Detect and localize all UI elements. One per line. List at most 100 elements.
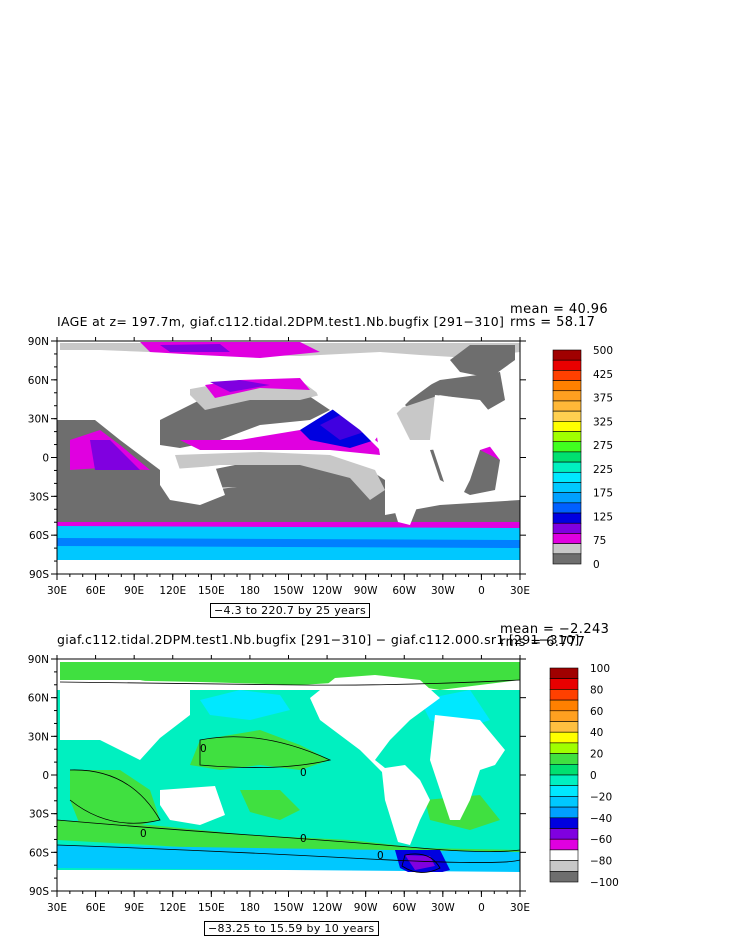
y-tick-label: 0 xyxy=(42,770,49,782)
colorbar-swatch xyxy=(549,667,579,679)
panel2-mean: mean = −2.243 xyxy=(500,622,610,637)
panel2-rms: rms = 6.777 xyxy=(500,635,586,650)
y-tick-label: 90N xyxy=(28,336,49,348)
colorbar-swatch xyxy=(549,828,579,840)
x-tick-label: 120E xyxy=(159,585,186,597)
contour-label: 0 xyxy=(200,743,207,755)
y-tick-label: 30N xyxy=(28,414,49,426)
y-tick-label: 90S xyxy=(29,569,49,581)
colorbar-swatch xyxy=(549,849,579,861)
colorbar-label: 500 xyxy=(593,345,613,357)
panel1-land-africa xyxy=(430,395,505,500)
x-tick-label: 120W xyxy=(312,585,343,597)
colorbar-label: 100 xyxy=(590,663,610,675)
x-tick-label: 180 xyxy=(240,585,260,597)
colorbar-swatch xyxy=(552,390,582,402)
x-tick-label: 150E xyxy=(198,902,225,914)
colorbar-swatch xyxy=(549,763,579,776)
panel1-range: −4.3 to 220.7 by 25 years xyxy=(210,603,370,618)
colorbar-label: −80 xyxy=(590,856,612,868)
colorbar-label: 375 xyxy=(593,393,613,405)
colorbar-swatch xyxy=(552,451,582,463)
colorbar-swatch xyxy=(552,512,582,524)
x-tick-label: 150W xyxy=(273,585,304,597)
colorbar-swatch xyxy=(549,689,579,701)
x-tick-label: 150W xyxy=(273,902,304,914)
x-tick-label: 30E xyxy=(510,585,530,597)
colorbar-swatch xyxy=(552,492,582,504)
panel2-contour-labels: 0 0 0 0 0 xyxy=(140,743,384,862)
y-tick-label: 90N xyxy=(28,654,49,666)
y-tick-label: 60S xyxy=(29,847,49,859)
contour-label: 0 xyxy=(140,828,147,840)
colorbar-swatch xyxy=(552,502,582,514)
panel2-axes: 30E 60E 90E 120E 150E 180 150W 120W 90W 60W 30W 0 30… xyxy=(28,654,530,914)
colorbar-swatch xyxy=(552,543,582,555)
colorbar-swatch xyxy=(549,678,579,690)
colorbar-swatch xyxy=(549,838,579,851)
panel2-pacific-green xyxy=(190,730,330,770)
colorbar-swatch xyxy=(552,410,582,422)
panel1-rms: rms = 58.17 xyxy=(510,315,596,330)
x-tick-label: 30E xyxy=(510,902,530,914)
colorbar-swatch xyxy=(549,860,579,872)
x-tick-label: 90E xyxy=(124,902,144,914)
x-tick-label: 30W xyxy=(431,902,455,914)
x-tick-label: 90E xyxy=(124,585,144,597)
colorbar-label: 325 xyxy=(593,416,613,428)
colorbar-label: 425 xyxy=(593,369,613,381)
colorbar-label: 20 xyxy=(590,749,603,761)
colorbar-swatch xyxy=(552,441,582,453)
colorbar-swatch xyxy=(552,533,582,544)
colorbar-swatch xyxy=(552,421,582,432)
colorbar-swatch xyxy=(552,553,582,565)
colorbar-label: 0 xyxy=(590,770,597,782)
colorbar-label: 275 xyxy=(593,440,613,452)
panel2-land-australia xyxy=(160,786,225,825)
x-tick-label: 90W xyxy=(354,585,378,597)
colorbar-label: 40 xyxy=(590,727,603,739)
colorbar-swatch xyxy=(549,699,579,712)
panel1-colorbar: 500 425 375 325 275 225 175 125 75 0 xyxy=(552,345,613,571)
x-tick-label: 120W xyxy=(312,902,343,914)
colorbar-swatch xyxy=(549,731,579,744)
panel1-mean: mean = 40.96 xyxy=(510,302,609,317)
panel2-map xyxy=(57,659,520,891)
colorbar-swatch xyxy=(552,349,582,361)
contour-label: 0 xyxy=(377,850,384,862)
x-tick-label: 60W xyxy=(392,902,416,914)
colorbar-swatch xyxy=(552,380,582,392)
colorbar-swatch xyxy=(549,721,579,733)
x-tick-label: 150E xyxy=(198,585,225,597)
panel1-map xyxy=(57,341,520,574)
colorbar-label: 75 xyxy=(593,535,606,547)
colorbar-label: 80 xyxy=(590,684,603,696)
x-tick-label: 120E xyxy=(159,902,186,914)
colorbar-swatch xyxy=(552,461,582,473)
panel1-axes: 30E 60E 90E 120E 150E 180 150W 120W 90W 60W 30W 0 30… xyxy=(28,336,530,597)
colorbar-swatch xyxy=(549,753,579,765)
contour-label: 0 xyxy=(300,767,307,779)
y-tick-label: 60N xyxy=(28,693,49,705)
colorbar-swatch xyxy=(549,817,579,829)
panel1-land-australia xyxy=(160,466,225,505)
colorbar-swatch xyxy=(552,482,582,493)
colorbar-label: 175 xyxy=(593,488,613,500)
colorbar-swatch xyxy=(552,471,582,483)
panel2-colorbar: 100 80 60 40 20 0 −20 −40 −60 −80 −100 xyxy=(549,663,619,889)
colorbar-swatch xyxy=(549,742,579,754)
colorbar-swatch xyxy=(549,785,579,797)
colorbar-swatch xyxy=(552,370,582,381)
panel1-title: IAGE at z= 197.7m, giaf.c112.tidal.2DPM.… xyxy=(57,314,505,329)
colorbar-label: 225 xyxy=(593,464,613,476)
colorbar-label: −40 xyxy=(590,813,612,825)
colorbar-swatch xyxy=(549,796,579,808)
panel1-land-americas xyxy=(310,360,440,525)
x-tick-label: 0 xyxy=(478,902,485,914)
panel1-land-asia xyxy=(60,352,190,440)
colorbar-label: 0 xyxy=(593,559,600,571)
colorbar-swatch xyxy=(552,359,582,371)
x-tick-label: 60E xyxy=(86,902,106,914)
colorbar-swatch xyxy=(549,870,579,883)
